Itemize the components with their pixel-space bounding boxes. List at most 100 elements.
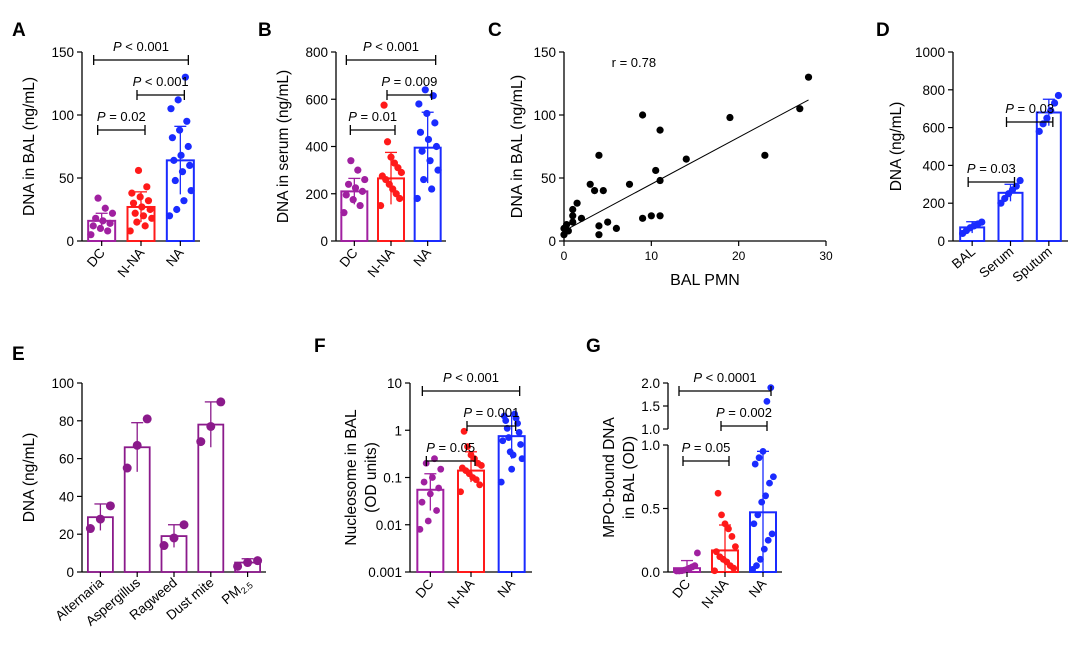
bar-y-tick-label: 400 [922,158,945,173]
data-point [759,447,767,455]
scatter-point [563,221,571,229]
data-point [96,224,105,232]
data-point [1054,91,1063,100]
category-label: NA [746,576,770,600]
data-point [92,214,100,222]
p-value-label: P = 0.01 [348,109,397,124]
data-point [139,212,148,220]
data-point [358,187,367,195]
panel-e: E020406080100AlternariaAspergillusRagwee… [12,344,266,629]
category-label: NA [163,245,187,269]
category-label: Sputum [1009,244,1054,285]
scatter-point [656,176,664,185]
data-point [178,168,187,176]
data-point [460,427,468,435]
data-point [170,156,178,164]
data-point [141,222,149,230]
data-point [340,209,348,217]
data-point [500,412,508,420]
scatter-point [569,212,577,220]
scatter-point [590,187,599,195]
data-point [429,92,437,100]
scatter-point [656,212,664,220]
panel-c: C 0 50 100 150 0 10 20 30 r = 0.78 BAL PMN DNA in B… [488,20,833,289]
data-point [387,153,395,161]
scatter-x-tick-label: 0 [561,249,568,263]
data-point [132,440,142,450]
data-point [104,227,112,235]
bar-y-tick-label: 50 [59,171,74,186]
scatter-point [761,151,769,159]
data-point [434,166,442,174]
data-point [233,561,243,571]
data-point [168,134,177,142]
data-point [206,421,216,431]
data-point [377,201,385,210]
data-point [354,166,362,174]
panel-letter: D [876,20,890,41]
data-point [133,218,141,226]
data-point [181,73,189,81]
data-point [126,227,134,235]
category-label: PM2.5 [219,575,255,609]
data-point [437,465,445,473]
panel-f: F 0.001 0.01 0.1 1 10 DC N-NA NA P = 0.05 P = 0.00… [314,336,532,611]
y-axis-label: DNA in BAL (ng/mL) [21,77,38,216]
data-point [508,465,516,473]
p-value-label: P < 0.001 [113,39,169,54]
category-label: N-NA [699,576,732,611]
data-point [1035,127,1043,135]
data-point [94,194,102,202]
y-axis-label: DNA (ng/mL) [21,433,38,523]
data-point [85,524,95,534]
category-label: N-NA [115,245,148,280]
scatter-point [612,224,621,232]
category-label: N-NA [445,576,478,611]
p-value-label: P = 0.03 [967,161,1016,176]
bar-y-tick-label: 1.0 [641,422,660,437]
scatter-point [595,222,603,230]
data-point [978,218,986,226]
category-label: NA [494,576,518,600]
bar-y-tick-label: 100 [51,376,74,391]
data-point [432,142,441,151]
data-point [515,429,523,436]
bar-y-tick-label: 600 [305,92,328,107]
data-point [714,489,722,497]
data-point [509,451,517,459]
y-axis-label: MPO-bound DNA in BAL (OD) [601,417,638,538]
data-point [1043,114,1051,122]
scatter-x-tick-label: 30 [819,249,833,263]
data-point [174,96,182,104]
data-point [173,205,181,214]
data-point [435,484,443,492]
scatter-point [647,212,655,220]
data-point [159,541,169,551]
p-value-label: P < 0.001 [133,74,189,89]
scatter-point [599,187,607,195]
data-point [431,119,439,127]
data-point [99,217,107,225]
data-point [511,410,519,418]
data-point [751,460,759,468]
data-point [770,473,777,481]
bar-y-tick-label: 100 [51,108,74,123]
bar-y-tick-label: 1.0 [641,438,660,453]
data-point [691,562,699,570]
data-point [762,492,769,500]
data-point [378,172,386,180]
panel-letter: A [12,20,26,41]
scatter-point [656,126,664,134]
data-point [136,193,144,201]
bar-y-tick-label: 800 [922,83,945,98]
data-point [517,441,524,448]
data-point [732,543,739,550]
p-value-label: P < 0.001 [363,39,419,54]
panel-letter: F [314,336,326,357]
data-point [418,498,426,506]
bar-y-tick-label: 1 [394,423,402,438]
bar-y-tick-label: 0.01 [376,518,402,533]
data-point [1050,99,1059,107]
